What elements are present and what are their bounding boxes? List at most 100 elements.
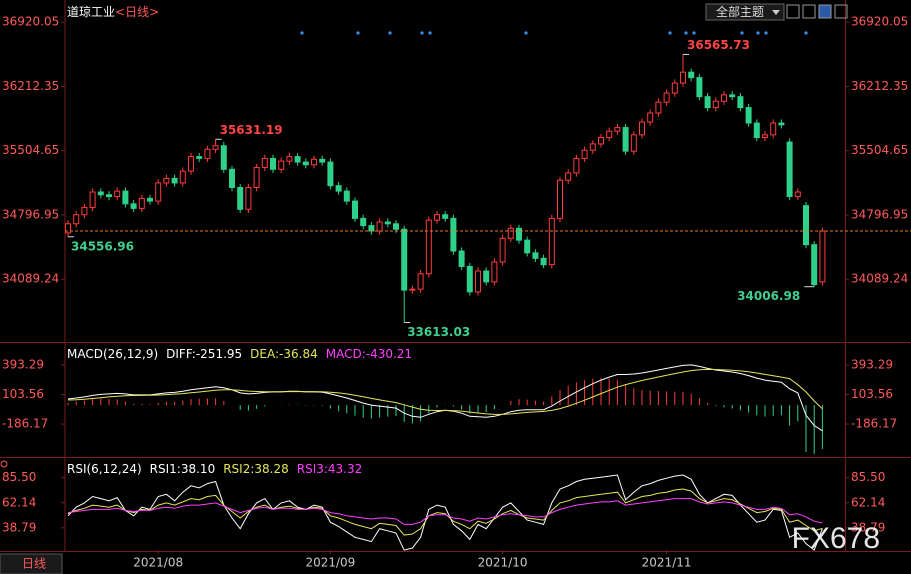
y-tick-label-right: -186.17 (851, 417, 897, 431)
candle-body (311, 158, 317, 166)
y-tick-label-right: 36920.05 (851, 15, 908, 29)
candle-body (557, 179, 563, 219)
candle-body (745, 107, 752, 124)
period-tab-label[interactable]: 日线 (22, 557, 46, 571)
panel-icon[interactable] (0, 460, 8, 468)
legend-name: DIFF: (166, 347, 196, 361)
period-tab[interactable] (0, 553, 63, 574)
candle-body (688, 71, 695, 79)
candle-body (220, 145, 227, 170)
candle-body (229, 168, 235, 188)
candle-body (622, 127, 629, 152)
legend-value: 43.32 (328, 462, 362, 476)
x-tick-label: 2021/10 (478, 556, 528, 570)
y-tick-label: -186.17 (2, 417, 48, 431)
event-marker (428, 31, 432, 35)
candle-body (302, 161, 309, 166)
candle-body (327, 161, 334, 187)
legend-value: 38.28 (254, 462, 288, 476)
indicator-label: MACD(26,12,9) (67, 347, 158, 361)
y-tick-label-right: 36212.35 (851, 79, 908, 93)
y-tick-label-right: 34796.95 (851, 207, 908, 221)
icon-button[interactable] (786, 4, 800, 19)
candle-body (155, 182, 162, 202)
candle-body (573, 157, 580, 174)
candle-body (376, 221, 383, 232)
candle-body (548, 217, 555, 266)
event-marker (524, 31, 528, 35)
candle-body (409, 288, 416, 291)
event-marker (300, 31, 304, 35)
candle-body (803, 205, 809, 246)
candle-body (393, 223, 399, 230)
candle-body (65, 223, 71, 234)
candle-body (360, 217, 367, 227)
toolbar: 全部主题 (705, 3, 848, 21)
candle-body (73, 214, 80, 225)
y-tick-label: 35504.65 (2, 143, 59, 157)
legend-name: DEA: (250, 347, 279, 361)
candle-body (196, 156, 203, 159)
candle-body (163, 177, 170, 184)
icon-button[interactable] (834, 4, 848, 19)
candle-body (122, 190, 129, 205)
candle-body (786, 141, 793, 198)
indicator-line (67, 498, 823, 525)
y-tick-label: 38.79 (2, 520, 36, 534)
icon-button[interactable] (818, 4, 832, 19)
event-marker (756, 31, 760, 35)
y-tick-label: 36212.35 (2, 79, 59, 93)
watermark: FX678 (792, 522, 880, 555)
dropdown-arrow (772, 10, 780, 15)
y-tick-label-right: 85.50 (851, 470, 885, 484)
y-tick-label: 36920.05 (2, 15, 59, 29)
event-marker (804, 31, 808, 35)
icon-button[interactable] (802, 4, 816, 19)
candle-body (655, 101, 662, 114)
candle-body (516, 227, 522, 241)
candle-body (130, 203, 137, 209)
candle-body (278, 160, 285, 170)
candle-body (106, 194, 112, 198)
candle-body (663, 92, 670, 103)
candle-body (565, 172, 572, 181)
candle-body (114, 190, 121, 198)
candle-body (794, 191, 801, 198)
panel-borders (0, 0, 911, 552)
candle-body (770, 122, 777, 136)
candle-body (401, 228, 408, 291)
y-tick-label: 62.14 (2, 495, 36, 509)
legend-name: RSI1: (150, 462, 181, 476)
indicator-line (67, 368, 823, 415)
candle-body (384, 221, 391, 225)
candle-body (589, 143, 596, 151)
candle-body (762, 134, 768, 139)
candle-body (598, 137, 604, 145)
event-marker (356, 31, 360, 35)
candle-body (245, 186, 252, 210)
theme-button[interactable] (705, 3, 785, 21)
x-tick-label: 2021/09 (305, 556, 355, 570)
y-tick-label-right: 38.79 (851, 520, 885, 534)
candle-body (475, 270, 481, 293)
chart-title: 道琼工业<日线> (67, 4, 159, 19)
annotation: 34006.98 (737, 289, 800, 303)
theme-button-label[interactable]: 全部主题 (716, 4, 764, 19)
indicator-line (67, 474, 823, 551)
y-tick-label: 85.50 (2, 470, 36, 484)
candle-body (434, 214, 440, 221)
candle-body (778, 122, 785, 126)
candle-body (581, 149, 588, 159)
candle-body (704, 96, 711, 109)
candle-body (458, 250, 465, 267)
y-tick-label: 393.29 (2, 358, 44, 372)
candle-body (417, 273, 424, 290)
candle-body (319, 158, 326, 163)
candle-body (261, 157, 268, 169)
candle-body (286, 156, 293, 162)
legend-value: -36.84 (279, 347, 318, 361)
candle-body (138, 197, 145, 209)
